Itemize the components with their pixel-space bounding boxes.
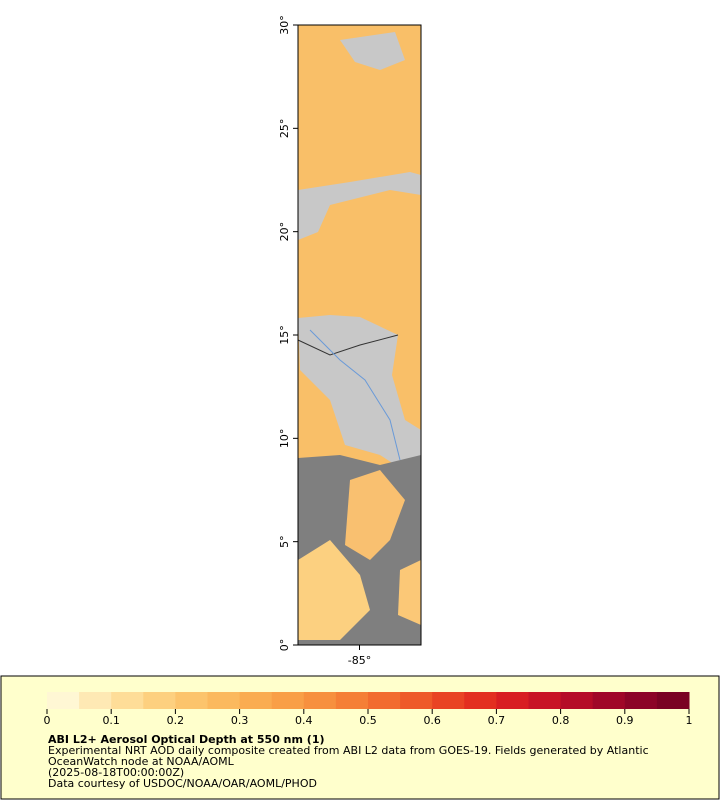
legend-line: Experimental NRT AOD daily composite cre… <box>48 744 649 757</box>
color-step <box>496 692 529 709</box>
color-step <box>592 692 626 709</box>
colorbar-tick-label: 0.7 <box>488 714 506 727</box>
legend-line: (2025-08-18T00:00:00Z) <box>48 766 184 779</box>
aod-patch <box>298 540 370 640</box>
legend-line: Data courtesy of USDOC/NOAA/OAR/AOML/PHO… <box>48 777 317 790</box>
y-tick-label: 20° <box>278 222 291 242</box>
color-step <box>560 692 594 709</box>
color-step <box>207 692 241 709</box>
color-step <box>528 692 562 709</box>
color-step <box>335 692 369 709</box>
colorbar-tick-label: 0.3 <box>231 714 249 727</box>
color-step <box>79 692 112 709</box>
color-step <box>143 692 176 709</box>
land <box>298 315 421 470</box>
colorbar-tick-label: 0.6 <box>423 714 441 727</box>
color-step <box>47 692 80 709</box>
map-area <box>297 24 422 646</box>
color-step <box>432 692 465 709</box>
color-step <box>368 692 401 709</box>
aod-patch <box>398 560 421 625</box>
y-tick-label: 10° <box>278 429 291 449</box>
river <box>309 329 401 461</box>
border <box>297 334 399 356</box>
colorbar-tick-label: 0.2 <box>167 714 185 727</box>
colorbar-tick-label: 0.8 <box>552 714 570 727</box>
colorbar-tick-label: 0.1 <box>102 714 120 727</box>
x-tick-label: -85° <box>348 654 371 667</box>
colorbar-tick-label: 0.9 <box>616 714 634 727</box>
land <box>340 32 405 70</box>
y-tick-label: 5° <box>278 535 291 548</box>
colorbar-tick-label: 0.5 <box>359 714 377 727</box>
color-step <box>400 692 433 709</box>
color-step <box>239 692 273 709</box>
legend-title: ABI L2+ Aerosol Optical Depth at 550 nm … <box>48 733 325 746</box>
colorbar-tick-label: 1 <box>686 714 693 727</box>
aod-patch <box>345 470 405 560</box>
y-tick-label: 15° <box>278 325 291 345</box>
color-step <box>175 692 208 709</box>
legend-line: OceanWatch node at NOAA/AOML <box>48 755 235 768</box>
y-tick-label: 0° <box>278 639 291 652</box>
color-step <box>111 692 144 709</box>
y-tick-label: 30° <box>278 15 291 35</box>
land <box>298 172 421 240</box>
colorbar-tick-label: 0.4 <box>295 714 313 727</box>
colorbar-tick-label: 0 <box>44 714 51 727</box>
color-step <box>303 692 337 709</box>
color-step <box>464 692 497 709</box>
color-step <box>656 692 690 709</box>
color-step <box>624 692 658 709</box>
color-step <box>271 692 305 709</box>
y-tick-label: 25° <box>278 119 291 139</box>
